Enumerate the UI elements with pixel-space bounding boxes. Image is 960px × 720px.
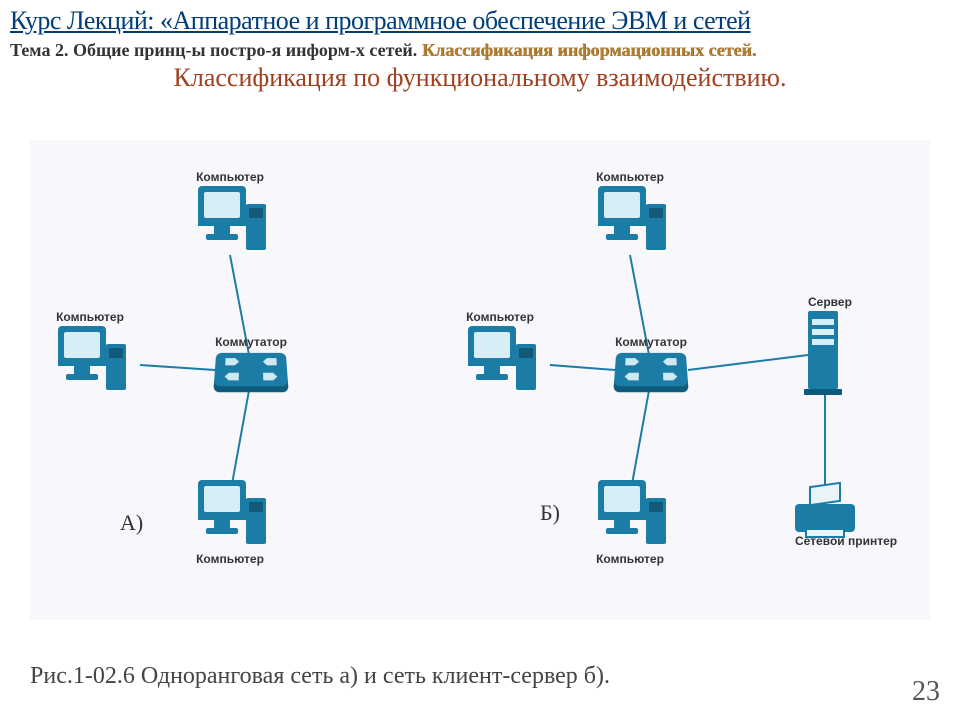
computer-icon (50, 326, 130, 396)
figure-caption: Рис.1-02.6 Одноранговая сеть а) и сеть к… (30, 663, 610, 690)
network-a: Компьютер Компьютер Коммутатор Компьютер (30, 160, 430, 580)
pc-left-a: Компьютер (50, 310, 130, 396)
switch-a: Коммутатор (215, 335, 287, 387)
computer-icon (190, 186, 270, 256)
switch-icon (614, 353, 689, 386)
pc-left-b: Компьютер (460, 310, 540, 396)
computer-label: Компьютер (460, 310, 540, 324)
topic-line: Тема 2. Общие принц-ы постро-я информ-х … (0, 38, 960, 63)
printer-node: Сетевой принтер (795, 490, 897, 548)
diagram-area: Компьютер Компьютер Коммутатор Компьютер (30, 140, 930, 620)
computer-label: Компьютер (190, 552, 270, 566)
switch-label: Коммутатор (215, 335, 287, 349)
topic-prefix: Тема 2. Общие принц-ы постро-я информ-х … (10, 40, 422, 60)
printer-icon (795, 490, 855, 532)
computer-icon (590, 480, 670, 550)
pc-bottom-b: Компьютер (590, 480, 670, 566)
course-title: Курс Лекций: «Аппаратное и программное о… (0, 0, 960, 38)
switch-label: Коммутатор (615, 335, 687, 349)
computer-label: Компьютер (50, 310, 130, 324)
pc-bottom-a: Компьютер (190, 480, 270, 566)
server-node: Сервер (808, 295, 852, 389)
server-icon (808, 311, 838, 389)
variant-a-label: А) (120, 510, 143, 536)
page-number: 23 (912, 676, 940, 708)
computer-icon (590, 186, 670, 256)
computer-icon (190, 480, 270, 550)
computer-label: Компьютер (190, 170, 270, 184)
switch-icon (214, 353, 289, 386)
topic-highlight: Классификация информационных сетей. (422, 40, 756, 60)
variant-b-label: Б) (540, 500, 560, 526)
pc-top-a: Компьютер (190, 170, 270, 256)
server-label: Сервер (808, 295, 852, 309)
network-b: Компьютер Компьютер Коммутатор Компьютер (450, 160, 930, 580)
switch-b: Коммутатор (615, 335, 687, 387)
computer-icon (460, 326, 540, 396)
computer-label: Компьютер (590, 170, 670, 184)
computer-label: Компьютер (590, 552, 670, 566)
pc-top-b: Компьютер (590, 170, 670, 256)
subtitle: Классификация по функциональному взаимод… (0, 63, 960, 97)
